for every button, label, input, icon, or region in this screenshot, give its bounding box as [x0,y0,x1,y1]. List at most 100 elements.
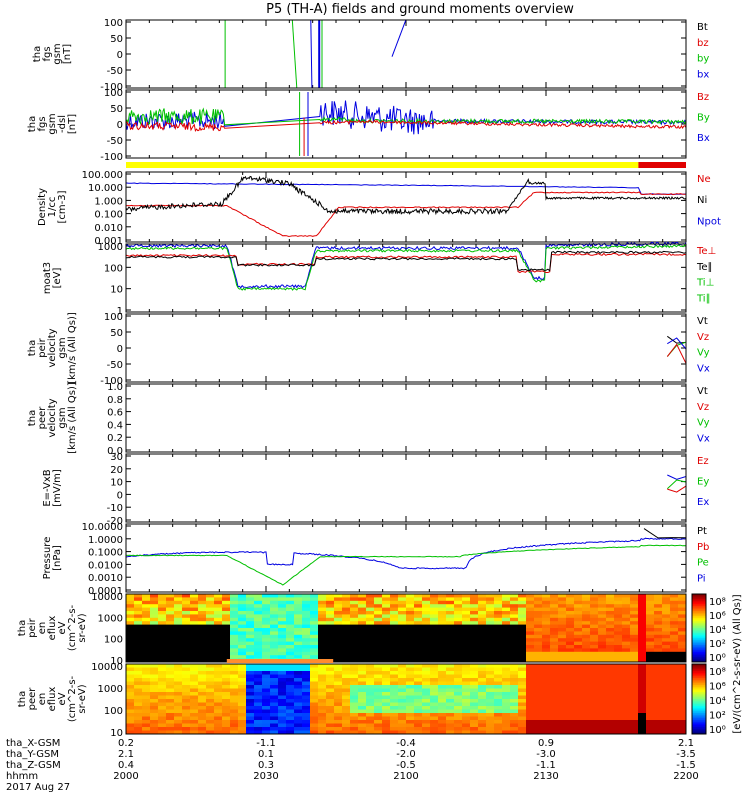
spectro-cell [486,607,495,612]
spectro-cell [494,594,503,598]
spectro-cell [134,681,143,686]
spectro-cell [494,621,503,626]
spectro-cell [414,678,423,682]
spectro-cell [574,655,583,660]
spectro-cell [526,611,535,615]
spectro-cell [478,702,487,707]
spectro-cell [166,597,175,602]
spectro-cell [614,611,623,615]
spectro-cell [126,709,135,714]
spectro-cell [182,716,191,721]
spectro-cell [446,688,455,693]
spectro-cell [278,614,287,619]
spectro-cell [190,692,199,696]
spectro-cell [390,600,399,605]
spectro-cell [238,664,247,668]
spectro-cell [526,655,535,660]
spectro-cell [582,702,591,707]
spectro-cell [270,621,279,626]
spectro-cell [654,674,663,679]
spectro-cell [582,645,591,649]
colorbar-cell [692,609,706,612]
spectro-cell [366,709,375,714]
spectro-cell [430,713,439,717]
spectro-cell [382,727,391,731]
spectro-cell [398,651,407,656]
spectro-cell [390,628,399,632]
spectro-cell [366,716,375,721]
spectro-cell [254,709,263,714]
spectro-cell [374,713,383,717]
spectro-cell [318,638,327,643]
spectro-cell [158,651,167,656]
colorbar-cell [692,686,706,689]
spectro-cell [350,674,359,679]
spectro-cell [206,709,215,714]
spectro-cell [550,607,559,612]
spectro-cell [158,600,167,605]
spectro-cell [678,594,687,598]
spectro-cell [622,681,631,686]
spectro-cell [358,607,367,612]
spectro-cell [478,664,487,668]
spectro-cell [606,594,615,598]
spectro-cell [222,645,231,649]
spectro-cell [206,667,215,672]
spectro-cell [598,727,607,731]
ylabel-line: fgs [42,46,53,61]
ytick-label: -100 [100,82,123,93]
spectro-cell [302,671,311,675]
spectro-cell [486,713,495,717]
spectro-cell [174,617,183,622]
spectro-cell [294,709,303,714]
spectro-cell [510,702,519,707]
spectro-cell [334,604,343,609]
spectro-cell [270,709,279,714]
spectro-cell [582,614,591,619]
spectro-cell [382,678,391,682]
spectro-cell [454,671,463,675]
spectro-cell [654,651,663,656]
spectro-cell [174,667,183,672]
spectro-cell [534,617,543,622]
spectro-cell [318,617,327,622]
spectro-cell [654,706,663,710]
spectro-cell [150,634,159,639]
spectro-cell [302,594,311,598]
spectro-cell [670,681,679,686]
spectro-cell [518,695,527,700]
spectro-cell [486,671,495,675]
spectro-cell [606,671,615,675]
spectro-cell [390,658,399,663]
spectro-cell [606,706,615,710]
spectro-cell [470,723,479,728]
spectro-cell [246,671,255,675]
spectro-cell [462,604,471,609]
spectro-cell [486,664,495,668]
spectro-cell [278,723,287,728]
spectro-cell [526,631,535,636]
spectro-cell [390,645,399,649]
spectro-cell [582,709,591,714]
colorbar-cell [692,709,706,712]
ytick-label: -20 [107,516,123,527]
spectro-cell [350,641,359,646]
spectro-cell [182,723,191,728]
spectro-cell [166,699,175,703]
spectro-cell [678,638,687,643]
ephem-value: 2100 [393,771,418,782]
spectro-cell [126,699,135,703]
colorbar-tick: 10⁸ [709,667,726,678]
spectro-cell [550,727,559,731]
spectro-cell [310,699,319,703]
spectro-cell [230,655,239,660]
spectro-cell [470,648,479,653]
spectro-cell [582,631,591,636]
spectro-cell [558,614,567,619]
spectro-cell [182,614,191,619]
spectro-cell [454,688,463,693]
spectro-cell [510,607,519,612]
spectro-cell [134,648,143,653]
spectro-cell [182,607,191,612]
spectro-cell [350,692,359,696]
